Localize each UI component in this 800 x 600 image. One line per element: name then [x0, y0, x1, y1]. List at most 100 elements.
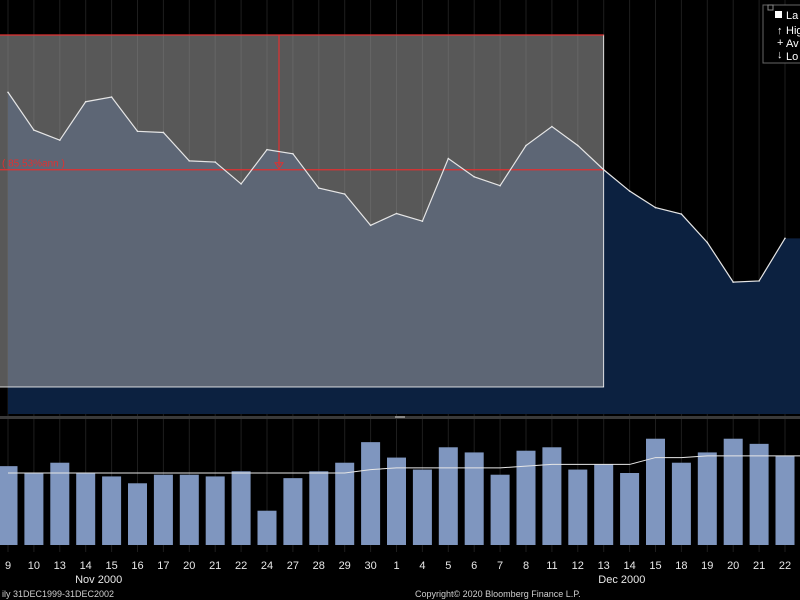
price-point [654, 206, 657, 209]
panel-divider-handle[interactable] [395, 416, 405, 418]
price-point [162, 131, 165, 134]
legend-last-swatch [775, 11, 782, 18]
price-point [343, 193, 346, 195]
price-point [447, 157, 450, 160]
x-tick-label: 11 [546, 560, 557, 572]
volume-bar [257, 510, 277, 545]
price-point [473, 176, 476, 178]
price-point [136, 130, 139, 133]
x-tick-label: 17 [157, 560, 169, 572]
x-tick-label: 4 [419, 560, 425, 572]
measure-label: ( 85.53%ann ) [2, 159, 65, 170]
price-point [551, 125, 553, 128]
x-tick-label: 14 [80, 560, 92, 572]
x-tick-label: 15 [649, 560, 661, 572]
volume-bar [335, 462, 355, 545]
price-point [628, 190, 631, 192]
x-tick-label: 9 [5, 560, 11, 572]
volume-bar [50, 462, 70, 545]
x-tick-label: 21 [753, 560, 765, 572]
volume-bar [412, 469, 432, 545]
legend-average-label: Av [786, 38, 799, 50]
price-point [602, 168, 605, 171]
price-line [7, 91, 786, 283]
price-point [110, 96, 113, 98]
volume-bar [516, 450, 536, 545]
x-tick-label: 16 [131, 560, 143, 572]
x-month-label: Nov 2000 [75, 574, 122, 586]
legend-last-label: La [786, 10, 799, 22]
price-point [266, 148, 268, 151]
x-tick-label: 7 [497, 560, 503, 572]
volume-average-line [8, 455, 800, 474]
volume-bar [671, 462, 691, 545]
volume-bar [102, 476, 122, 545]
price-point [318, 187, 320, 189]
x-tick-label: 1 [393, 560, 399, 572]
price-point [706, 241, 709, 244]
x-tick-label: 18 [675, 560, 687, 572]
x-tick-label: 22 [235, 560, 247, 572]
price-point [680, 213, 683, 215]
price-point [33, 129, 35, 131]
x-tick-label: 13 [598, 560, 610, 572]
x-tick-label: 20 [183, 560, 195, 572]
x-tick-label: 8 [523, 560, 529, 572]
volume-bar [542, 447, 562, 545]
price-point [188, 160, 191, 162]
volume-bar [490, 474, 510, 545]
legend-average-diamond-icon: + [777, 37, 783, 49]
volume-bar [179, 474, 199, 545]
legend-high-label: Hig [786, 25, 800, 37]
x-tick-label: 14 [623, 560, 635, 572]
volume-bar [646, 438, 665, 545]
x-tick-label: 5 [445, 560, 451, 572]
volume-bar [361, 442, 381, 545]
volume-bar [387, 457, 406, 545]
x-tick-label: 24 [261, 560, 273, 572]
price-point [577, 144, 579, 147]
measure-arrow-icon [274, 162, 284, 170]
x-tick-label: 12 [572, 560, 584, 572]
legend-move-icon[interactable] [767, 4, 774, 11]
x-tick-label: 13 [54, 560, 66, 572]
volume-bar [620, 473, 640, 545]
x-tick-label: 20 [727, 560, 739, 572]
footer-copyright: Copyright© 2020 Bloomberg Finance L.P. [415, 589, 581, 599]
volume-bar [76, 473, 96, 545]
x-axis-months: Nov 2000 Dec 2000 [75, 574, 645, 586]
volume-bar [205, 476, 225, 545]
measure-box[interactable]: ( 85.53%ann ) [0, 34, 605, 388]
price-point [214, 161, 216, 163]
x-tick-label: 21 [209, 560, 221, 572]
x-tick-label: 6 [471, 560, 477, 572]
volume-bar [775, 455, 795, 545]
measure-rect [0, 34, 605, 388]
volume-bar [231, 471, 251, 545]
volume-bar [153, 474, 173, 545]
legend-low-arrow-icon: ↓ [777, 49, 783, 61]
price-point [784, 237, 786, 240]
volume-average-series [8, 455, 800, 474]
x-tick-label: 28 [313, 560, 325, 572]
price-point [525, 144, 527, 147]
price-point [240, 183, 242, 185]
legend-low-label: Lo [786, 51, 798, 63]
volume-bar [438, 447, 458, 545]
x-tick-label: 22 [779, 560, 791, 572]
legend[interactable]: La ↑ Hig + Av ↓ Lo [762, 4, 800, 64]
price-point [732, 281, 734, 283]
price-point [7, 91, 9, 94]
x-axis-ticks: 9 10 13 14 15 16 17 20 21 22 24 27 28 29 30 1 4 5 6 7 8 11 12 1… [5, 560, 791, 572]
legend-high-arrow-icon: ↑ [777, 25, 783, 37]
price-point [421, 220, 424, 222]
volume-bars [0, 438, 795, 545]
volume-bar [24, 473, 44, 545]
x-tick-label: 15 [105, 560, 117, 572]
volume-bar [749, 443, 769, 545]
x-tick-label: 19 [701, 560, 713, 572]
x-tick-label: 29 [339, 560, 351, 572]
x-tick-label: 27 [287, 560, 299, 572]
volume-bar [594, 464, 614, 545]
